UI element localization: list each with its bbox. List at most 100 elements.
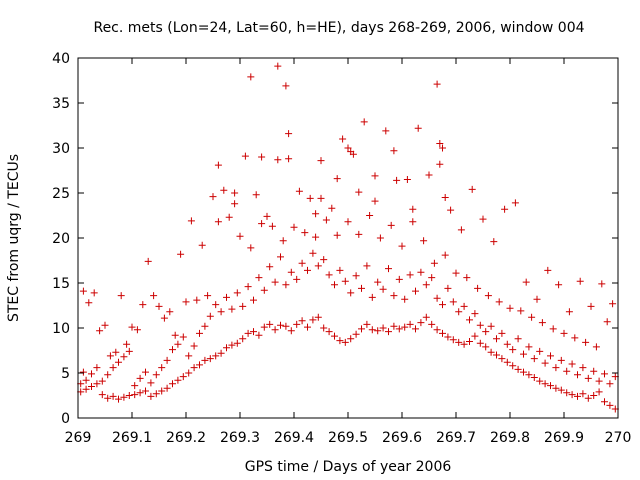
data-point [331,332,338,340]
data-point [333,175,341,183]
data-point [466,316,473,324]
data-point [595,388,603,396]
data-point [147,379,155,387]
data-point [595,377,603,385]
data-point [401,323,409,331]
data-point [379,285,387,293]
data-point [344,218,352,226]
data-point [217,349,225,357]
data-point [98,391,106,399]
data-point [287,268,295,276]
data-point [490,238,498,246]
data-point [433,80,441,88]
data-point [268,222,276,230]
data-point [530,355,538,363]
data-point [163,356,171,364]
data-point [236,232,244,240]
data-point [88,370,95,378]
data-point [344,144,352,152]
data-point [152,371,160,379]
data-point [471,310,479,318]
data-point [436,140,444,147]
data-point [382,127,390,135]
data-point [233,339,241,347]
data-point [412,325,419,333]
data-point [509,362,517,370]
data-point [358,284,365,292]
data-point [441,194,449,201]
data-point [557,356,565,364]
data-point [309,249,317,257]
data-point [355,188,363,196]
data-point [390,322,398,330]
data-point [212,352,220,360]
data-point [412,287,419,295]
data-point [247,244,255,252]
y-tick-label: 35 [52,96,70,112]
data-point [571,334,579,342]
data-point [104,394,112,402]
y-tick-label: 5 [61,366,70,382]
data-point [196,361,203,369]
data-point [250,328,257,336]
data-point [557,386,565,394]
x-tick-label: 269 [65,430,92,446]
x-tick-label: 269.6 [382,430,422,446]
data-point [301,229,309,237]
data-point [128,323,136,331]
data-point [179,333,187,341]
data-point [363,320,371,328]
data-point [568,360,576,368]
data-point [228,305,236,313]
data-point [563,389,571,397]
data-point [395,275,403,283]
data-point [312,233,320,241]
data-point [371,172,379,180]
x-tick-label: 269.9 [544,430,584,446]
data-point [214,218,222,226]
data-point [495,298,503,306]
data-point [247,73,255,81]
data-point [158,387,166,395]
y-axis-label: STEC from uqrg / TECUs [6,154,22,322]
data-point [115,358,122,366]
data-point [503,358,511,366]
data-point [395,325,403,333]
data-point [476,321,484,329]
data-point [117,292,125,300]
data-point [547,352,554,360]
x-tick-label: 269.8 [490,430,530,446]
data-point [565,308,573,316]
data-point [131,391,139,399]
data-point [417,319,425,327]
data-point [223,344,230,352]
data-point [366,212,374,219]
data-point [239,335,247,343]
axis-ticks: 269 269.1 269.2 269.3 269.4 269.5 269.6 269.7 26… [52,51,631,446]
data-point [409,218,417,226]
data-point [390,147,398,155]
data-point [414,124,422,132]
data-point [363,262,371,270]
data-point [592,343,600,351]
data-point [333,231,341,239]
data-point [393,176,401,184]
data-point [420,237,428,245]
data-point [293,320,301,328]
data-point [317,194,325,202]
data-point [306,194,314,202]
data-point [136,374,144,382]
data-point [563,367,571,375]
data-point [460,340,468,348]
data-point [133,326,141,334]
data-point [374,327,382,335]
data-point [209,193,217,201]
data-point [541,380,549,388]
data-point [536,377,544,385]
x-tick-label: 269.5 [328,430,368,446]
data-point [347,335,355,343]
data-point [355,230,363,238]
data-point [447,206,455,214]
data-point [457,226,465,234]
data-point [482,328,490,336]
